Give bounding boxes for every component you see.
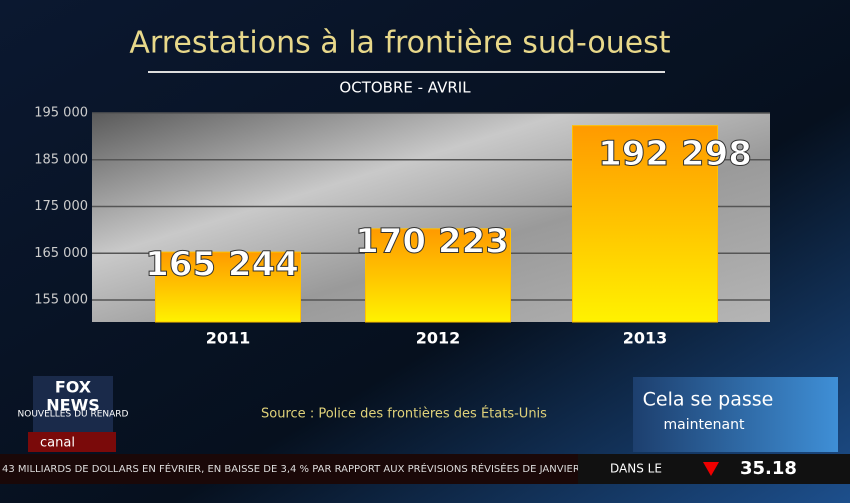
value-label: 192 298 [598,134,752,174]
channel-box [28,432,116,452]
logo-top: FOX [55,378,92,397]
down-arrow [703,462,719,476]
source: Source : Police des frontières des États… [261,406,547,422]
y-tick-label: 155 000 [34,293,88,308]
now-box [633,377,838,452]
x-tick-label: 2011 [206,329,251,348]
chart-title: Arrestations à la frontière sud-ouest [129,26,670,61]
bar [572,125,718,323]
x-tick-label: 2012 [416,329,461,348]
now-line2: maintenant [664,417,745,433]
logo-box [33,376,113,436]
value-label: 170 223 [355,221,509,261]
bar [365,228,511,323]
logo-middle: NEWS [46,396,100,415]
ticker-value: 35.18 [740,458,797,479]
logo-overlay: NOUVELLES DU RENARD [18,410,129,420]
y-tick-label: 195 000 [34,106,88,121]
bar [155,251,301,323]
logo-channel: canal [40,436,75,451]
x-tick-label: 2013 [623,329,668,348]
y-tick-label: 185 000 [34,152,88,167]
y-tick-label: 165 000 [34,246,88,261]
y-tick-label: 175 000 [34,199,88,214]
now-line1: Cela se passe [643,389,774,411]
ticker-text: 43 MILLIARDS DE DOLLARS EN FÉVRIER, EN B… [2,462,580,475]
chart-subtitle: OCTOBRE - AVRIL [339,79,471,97]
value-label: 165 244 [145,245,299,285]
ticker-label: DANS LE [610,462,662,476]
